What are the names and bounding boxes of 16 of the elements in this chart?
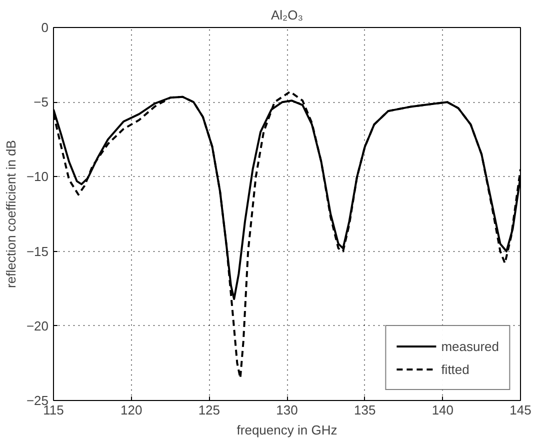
chart-title: Al₂O₃: [270, 8, 304, 22]
legend-label: fitted: [441, 362, 470, 376]
y-axis-title: reflection coefficient in dB: [3, 140, 18, 288]
y-tick-label: −20: [26, 318, 49, 334]
x-axis-title: frequency in GHz: [236, 422, 338, 438]
x-tick-label: 135: [354, 402, 376, 418]
y-tick-label: −10: [26, 169, 49, 184]
y-tick-label: −5: [34, 94, 49, 110]
y-tick-label: 0: [41, 20, 49, 35]
x-tick-label: 125: [198, 402, 220, 418]
x-tick-label: 140: [432, 402, 454, 418]
y-tick-label: −15: [26, 244, 49, 259]
legend-label: measured: [441, 338, 499, 354]
x-tick-label: 120: [120, 402, 142, 418]
x-tick-label: 145: [510, 402, 532, 418]
x-tick-label: 130: [276, 402, 298, 418]
